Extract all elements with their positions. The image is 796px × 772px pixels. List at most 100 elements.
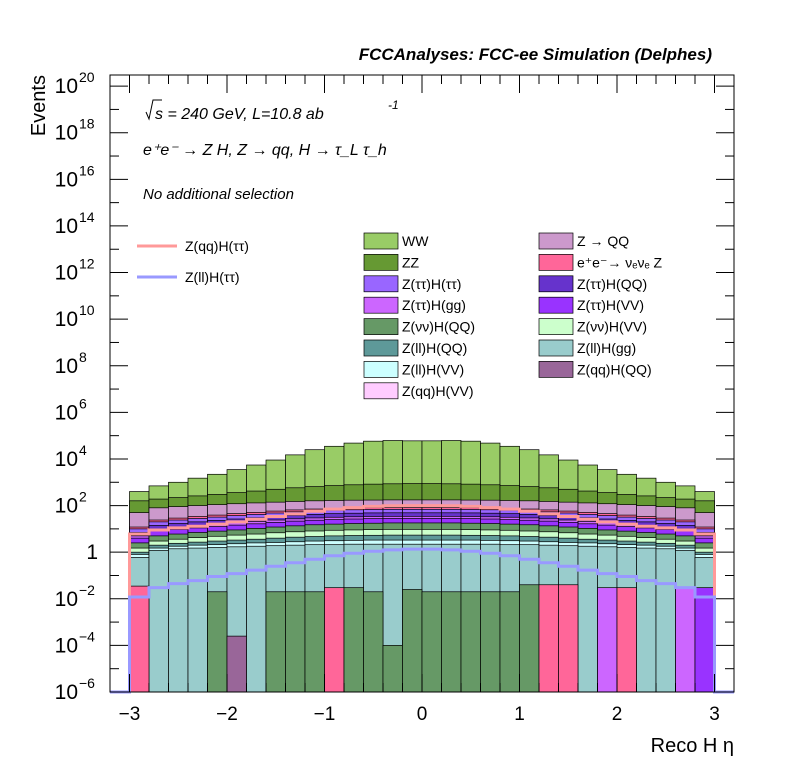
legend-label: e⁺e⁻→ νₑνₑ Z: [577, 254, 663, 270]
y-tick-exponent: 8: [79, 349, 87, 365]
floor-bar: [207, 591, 228, 693]
y-tick-label: 10: [55, 634, 78, 657]
x-tick-label: 2: [612, 704, 623, 725]
y-tick-label: 10: [55, 495, 78, 518]
y-tick-label: 10: [55, 168, 78, 191]
y-tick-label: 1: [86, 541, 98, 564]
legend-swatch: [363, 382, 399, 400]
y-tick-exponent: −6: [79, 675, 95, 691]
y-tick-label: 10: [55, 262, 78, 285]
floor-bar: [675, 587, 696, 693]
y-tick-exponent: −4: [79, 628, 95, 644]
sqrt-icon: [145, 99, 162, 121]
legend-label: Z(ll)H(gg): [577, 340, 636, 356]
bar: [246, 545, 267, 693]
floor-bar: [129, 585, 150, 693]
floor-bar: [616, 587, 637, 693]
y-tick-exponent: −2: [79, 582, 95, 598]
y-tick-label: 10: [55, 75, 78, 98]
legend-label: Z(ττ)H(QQ): [577, 276, 647, 292]
y-tick-exponent: 10: [79, 302, 95, 318]
legend-lines: Z(qq)H(ττ) Z(ll)H(ττ): [137, 238, 249, 285]
y-tick-label: 10: [55, 448, 78, 471]
y-tick-exponent: 6: [79, 395, 87, 411]
bar: [577, 545, 598, 693]
floor-bar: [460, 591, 481, 693]
legend-label: Z(νν)H(QQ): [402, 319, 475, 335]
y-tick-exponent: 20: [79, 69, 95, 85]
y-tick-label: 10: [55, 308, 78, 331]
legend-swatch: [363, 361, 399, 378]
y-tick-label: 10: [55, 122, 78, 145]
legend-swatch: [538, 275, 574, 293]
legend-line-label: Z(ll)H(ττ): [185, 269, 240, 285]
x-tick-label: 3: [709, 704, 720, 725]
x-tick-label: 0: [417, 704, 428, 725]
chart-title: FCCAnalyses: FCC-ee Simulation (Delphes): [359, 45, 713, 64]
floor-bar: [519, 584, 540, 693]
y-tick-exponent: 4: [79, 442, 87, 458]
legend-label: WW: [402, 233, 429, 249]
bar: [187, 547, 208, 693]
legend-swatch: [538, 254, 574, 271]
legend-label: Z(ττ)H(VV): [577, 297, 644, 313]
floor-bar: [421, 591, 442, 693]
y-tick-label: 10: [55, 401, 78, 424]
legend-swatch: [363, 318, 399, 335]
x-axis-label: Reco H η: [651, 735, 734, 757]
annotation-energy: s = 240 GeV, L=10.8 ab -1: [145, 98, 399, 123]
legend-label: Z(ττ)H(ττ): [402, 276, 461, 292]
legend-label: Z(νν)H(VV): [577, 319, 647, 335]
x-tick-label: −3: [119, 704, 141, 725]
floor-bar: [538, 584, 559, 693]
floor-bar: [363, 591, 384, 693]
legend-label: ZZ: [402, 254, 420, 270]
floor-bar: [382, 645, 403, 693]
floor-bar: [441, 591, 462, 693]
y-tick-exponent: 2: [79, 489, 87, 505]
y-tick-exponent: 14: [79, 209, 95, 225]
floor-bar: [304, 591, 325, 693]
floor-bar: [558, 584, 579, 693]
bar: [148, 549, 169, 693]
energy-exponent: -1: [388, 98, 399, 112]
legend-label: Z(qq)H(VV): [402, 383, 474, 399]
x-tick-label: 1: [514, 704, 525, 725]
floor-bar: [226, 635, 247, 693]
y-tick-label: 10: [55, 355, 78, 378]
line-Z(ll)H(ττ): [110, 547, 734, 694]
y-tick-exponent: 16: [79, 162, 95, 178]
energy-text: s = 240 GeV, L=10.8 ab: [155, 106, 324, 123]
legend-swatch: [363, 339, 399, 357]
y-tick-label: 10: [55, 588, 78, 611]
x-tick-label: −2: [216, 704, 238, 725]
annotation-process: e⁺e⁻ → Z H, Z → qq, H → τ_L τ_h: [143, 142, 387, 159]
legend-swatch: [538, 296, 574, 314]
floor-bar: [694, 587, 715, 693]
legend-swatch: [538, 232, 574, 250]
floor-bar: [402, 589, 423, 693]
line-Z(qq)H(ττ): [110, 504, 734, 694]
y-tick-exponent: 12: [79, 256, 95, 272]
legend-swatch: [363, 296, 399, 314]
floor-bins: [129, 584, 715, 693]
legend-swatch: [363, 232, 399, 250]
floor-bar: [285, 591, 306, 693]
legend-swatch: [538, 339, 574, 357]
legend-label: Z(ll)H(VV): [402, 361, 464, 377]
x-tick-label: −1: [314, 704, 336, 725]
y-tick-exponent: 18: [79, 116, 95, 132]
legend-swatch: [538, 318, 574, 335]
legend-label: Z(ll)H(QQ): [402, 340, 467, 356]
signal-lines: [110, 504, 734, 694]
bar: [168, 548, 189, 693]
annotation-selection: No additional selection: [143, 186, 294, 203]
floor-bar: [343, 587, 364, 693]
bar: [655, 548, 676, 693]
floor-bar: [597, 587, 618, 693]
legend-label: Z(ττ)H(gg): [402, 297, 466, 313]
legend-line-label: Z(qq)H(ττ): [185, 238, 249, 254]
legend-label: Z → QQ: [577, 233, 629, 249]
